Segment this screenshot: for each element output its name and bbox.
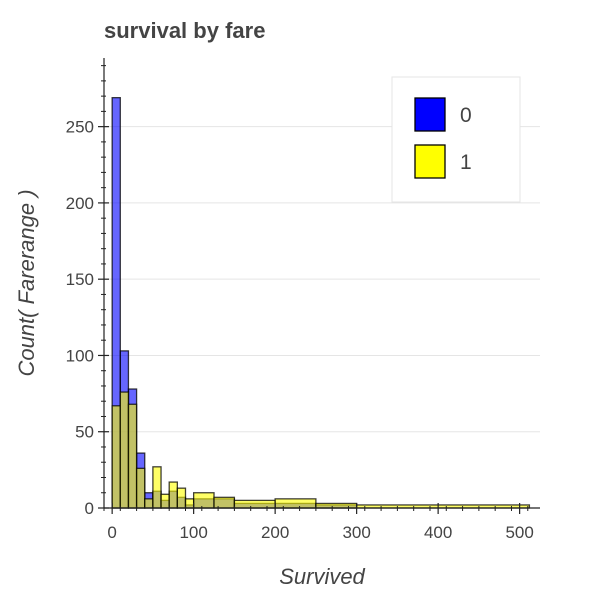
y-tick-label: 100 [66,346,94,365]
x-tick-label: 0 [107,523,116,542]
x-tick-label: 500 [505,523,533,542]
legend-label-0: 0 [460,104,472,127]
legend-label-1: 1 [460,151,472,174]
y-tick-label: 0 [85,499,94,518]
x-tick-label: 200 [261,523,289,542]
y-tick-label: 150 [66,270,94,289]
bar-series-1 [192,492,215,509]
y-tick-label: 250 [66,118,94,137]
bar-series-1 [135,467,146,509]
bar-series-1 [160,493,170,509]
y-tick-label: 200 [66,194,94,213]
bar-series-1 [184,498,195,509]
legend-box [391,76,521,203]
bar-series-1 [213,496,236,509]
y-tick-label: 50 [75,423,94,442]
bar-series-1 [315,502,358,509]
bar-series-1 [274,498,317,509]
legend: 01 [391,76,521,203]
bar-series-1 [233,499,276,509]
bar-series-1 [144,498,154,509]
x-tick-label: 100 [179,523,207,542]
bar-series-1 [168,481,178,509]
axes [103,58,540,509]
bar-series-1 [111,405,121,509]
legend-swatch-1 [414,144,446,179]
chart-title: survival by fare [104,18,265,43]
bar-series-1 [119,391,130,509]
y-axis-label: Count( Farerange ) [14,189,39,376]
legend-swatch-0 [414,97,446,132]
bar-series-1 [152,466,162,509]
x-tick-label: 400 [424,523,452,542]
grid-lines [104,126,540,433]
x-tick-label: 300 [342,523,370,542]
bar-series-1 [176,487,187,509]
x-axis-label: Survived [279,564,365,589]
bar-series-1 [127,403,138,509]
